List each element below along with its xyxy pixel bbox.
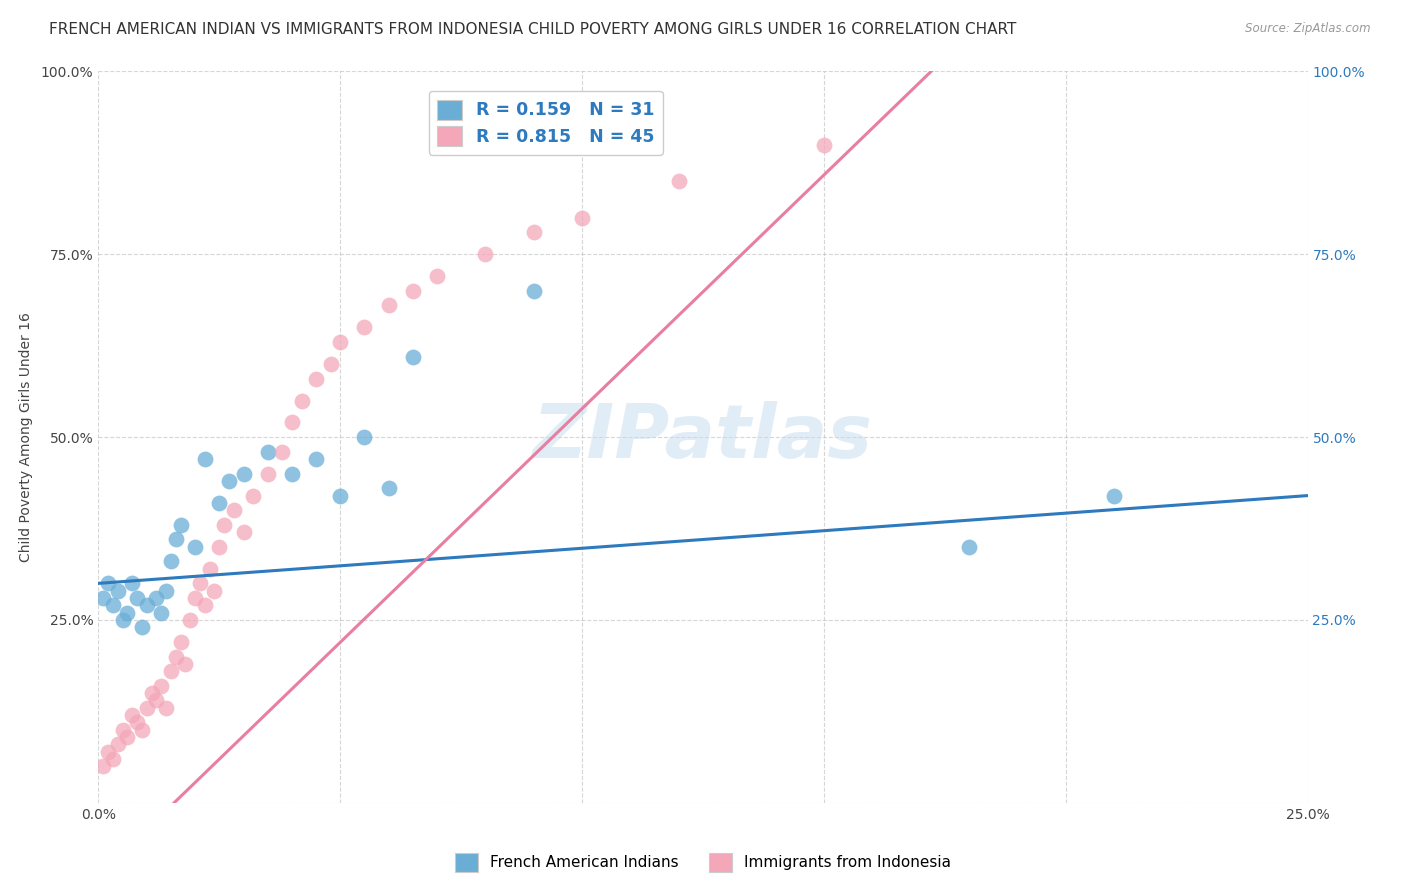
Point <box>212 517 235 532</box>
Point <box>135 599 157 613</box>
Point <box>281 416 304 430</box>
Point <box>127 715 149 730</box>
Legend: French American Indians, Immigrants from Indonesia: French American Indians, Immigrants from… <box>449 847 957 878</box>
Point <box>571 211 593 225</box>
Point <box>160 554 183 568</box>
Point <box>179 613 201 627</box>
Point <box>198 562 221 576</box>
Point <box>141 686 163 700</box>
Point <box>169 635 191 649</box>
Point <box>329 489 352 503</box>
Point <box>281 467 304 481</box>
Point <box>194 599 217 613</box>
Point <box>107 737 129 751</box>
Point <box>271 444 294 458</box>
Point <box>208 496 231 510</box>
Point <box>474 247 496 261</box>
Point <box>232 467 254 481</box>
Point <box>150 679 173 693</box>
Point <box>131 723 153 737</box>
Point <box>135 700 157 714</box>
Point <box>813 137 835 152</box>
Point <box>111 613 134 627</box>
Y-axis label: Child Poverty Among Girls Under 16: Child Poverty Among Girls Under 16 <box>18 312 32 562</box>
Point <box>377 298 399 312</box>
Point <box>160 664 183 678</box>
Point <box>402 284 425 298</box>
Point <box>145 693 167 707</box>
Text: Source: ZipAtlas.com: Source: ZipAtlas.com <box>1246 22 1371 36</box>
Point <box>155 700 177 714</box>
Point <box>204 583 226 598</box>
Point <box>101 752 124 766</box>
Point <box>155 583 177 598</box>
Point <box>377 481 399 495</box>
Point <box>305 371 328 385</box>
Text: FRENCH AMERICAN INDIAN VS IMMIGRANTS FROM INDONESIA CHILD POVERTY AMONG GIRLS UN: FRENCH AMERICAN INDIAN VS IMMIGRANTS FRO… <box>49 22 1017 37</box>
Point <box>194 452 217 467</box>
Point <box>242 489 264 503</box>
Point <box>117 606 139 620</box>
Point <box>402 350 425 364</box>
Point <box>97 745 120 759</box>
Point <box>184 540 207 554</box>
Text: ZIPatlas: ZIPatlas <box>533 401 873 474</box>
Point <box>165 649 187 664</box>
Point <box>174 657 197 671</box>
Point <box>290 393 312 408</box>
Point <box>353 430 375 444</box>
Point <box>232 525 254 540</box>
Point <box>127 591 149 605</box>
Point <box>305 452 328 467</box>
Point <box>218 474 240 488</box>
Point <box>169 517 191 532</box>
Point <box>165 533 187 547</box>
Point <box>184 591 207 605</box>
Point <box>117 730 139 744</box>
Point <box>131 620 153 634</box>
Point <box>256 444 278 458</box>
Point <box>111 723 134 737</box>
Point <box>150 606 173 620</box>
Point <box>101 599 124 613</box>
Point <box>107 583 129 598</box>
Point <box>145 591 167 605</box>
Point <box>188 576 211 591</box>
Point <box>121 708 143 723</box>
Point <box>319 357 342 371</box>
Point <box>1102 489 1125 503</box>
Point <box>668 174 690 188</box>
Point <box>91 759 114 773</box>
Point <box>523 225 546 239</box>
Point <box>222 503 245 517</box>
Point <box>256 467 278 481</box>
Point <box>523 284 546 298</box>
Point <box>121 576 143 591</box>
Point <box>208 540 231 554</box>
Point <box>91 591 114 605</box>
Point <box>97 576 120 591</box>
Point <box>957 540 980 554</box>
Point <box>426 269 449 284</box>
Point <box>353 320 375 334</box>
Point <box>329 334 352 349</box>
